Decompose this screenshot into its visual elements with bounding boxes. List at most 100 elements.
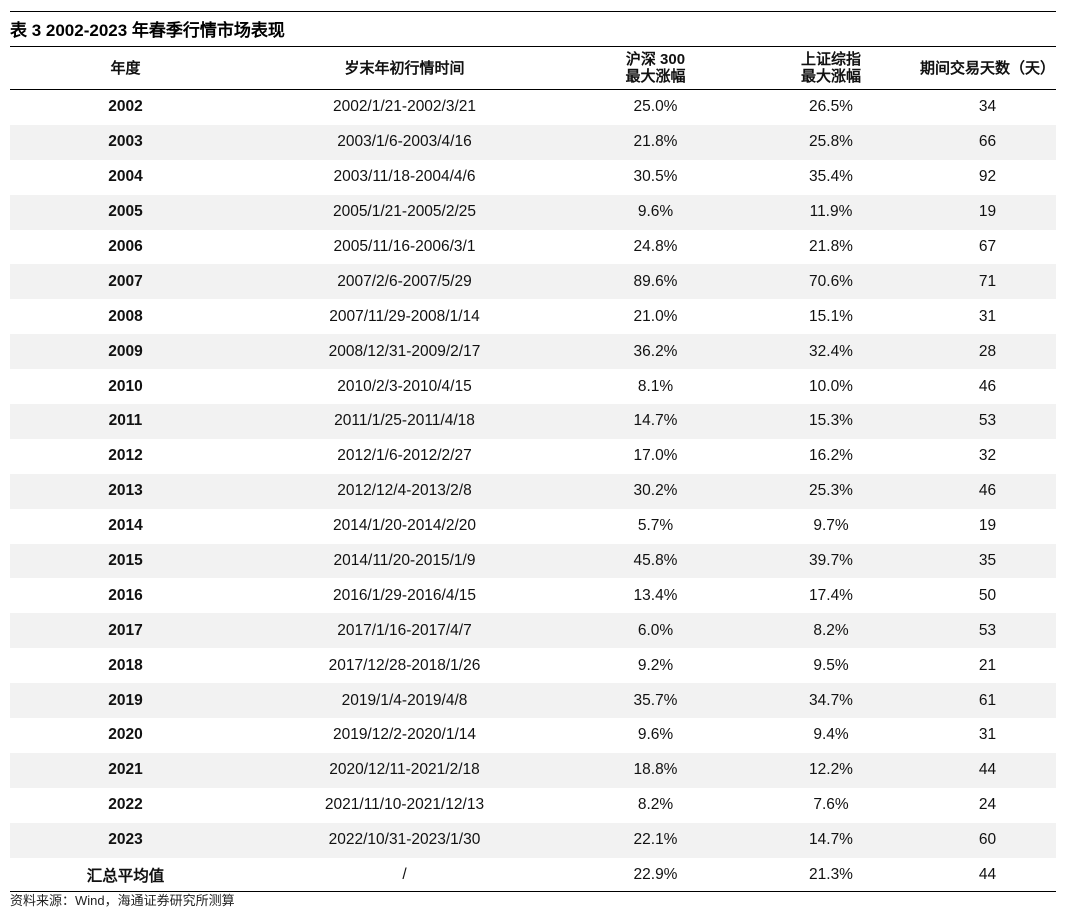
header-days-label: 期间交易天数（天） <box>919 59 1055 77</box>
cell-days: 53 <box>978 412 997 430</box>
table-row: 2019 2019/1/4-2019/4/8 35.7% 34.7% 61 <box>10 683 1056 719</box>
cell-days: 46 <box>978 482 997 500</box>
cell-period: 2019/1/4-2019/4/8 <box>341 691 468 709</box>
table-row: 2010 2010/2/3-2010/4/15 8.1% 10.0% 46 <box>10 369 1056 404</box>
cell-hs300: 25.0% <box>633 98 678 116</box>
cell-shanghai: 14.7% <box>809 831 853 849</box>
table-row: 2023 2022/10/31-2023/1/30 22.1% 14.7% 60 <box>10 822 1056 858</box>
header-year: 年度 <box>10 47 241 89</box>
cell-days: 34 <box>978 98 997 116</box>
cell-hs300: 9.6% <box>637 203 674 221</box>
cell-period: 2012/1/6-2012/2/27 <box>337 447 472 465</box>
cell-period: 2014/1/20-2014/2/20 <box>332 517 477 535</box>
cell-hs300: 8.1% <box>637 377 674 395</box>
cell-year: 2007 <box>108 272 143 290</box>
cell-days: 50 <box>978 586 997 604</box>
cell-hs300: 6.0% <box>637 621 674 639</box>
cell-days: 19 <box>978 203 997 221</box>
header-shanghai: 上证综指 最大涨幅 <box>743 47 919 89</box>
cell-shanghai: 34.7% <box>809 691 853 709</box>
cell-hs300: 17.0% <box>633 447 678 465</box>
cell-period: 2007/11/29-2008/1/14 <box>329 307 480 325</box>
cell-hs300: 5.7% <box>637 517 674 535</box>
cell-days: 24 <box>978 796 997 814</box>
cell-year: 2010 <box>108 377 143 395</box>
header-hs300-line1: 沪深 300 <box>625 51 686 68</box>
table-body: 2002 2002/1/21-2002/3/21 25.0% 26.5% 34 2003 2… <box>10 90 1056 892</box>
cell-days: 67 <box>978 238 997 255</box>
cell-hs300: 21.0% <box>633 307 678 325</box>
header-days: 期间交易天数（天） <box>919 47 1056 89</box>
cell-hs300: 35.7% <box>633 691 678 709</box>
cell-days: 71 <box>978 272 997 290</box>
cell-shanghai: 17.4% <box>809 586 853 604</box>
cell-hs300: 24.8% <box>633 238 678 255</box>
table-row: 2003 2003/1/6-2003/4/16 21.8% 25.8% 66 <box>10 124 1056 160</box>
cell-hs300: 18.8% <box>633 761 678 779</box>
cell-hs300: 89.6% <box>633 272 678 290</box>
table-row: 2005 2005/1/21-2005/2/25 9.6% 11.9% 19 <box>10 194 1056 230</box>
cell-days: 61 <box>978 691 997 709</box>
cell-period: 2007/2/6-2007/5/29 <box>337 272 472 290</box>
cell-year: 2009 <box>108 342 143 360</box>
cell-period: 2020/12/11-2021/2/18 <box>329 761 480 779</box>
cell-year: 2022 <box>108 796 143 814</box>
cell-days: 31 <box>978 307 997 325</box>
table-row-summary: 汇总平均值 / 22.9% 21.3% 44 <box>10 858 1056 893</box>
cell-hs300: 9.2% <box>637 656 674 674</box>
cell-shanghai: 16.2% <box>809 447 853 465</box>
table-row: 2014 2014/1/20-2014/2/20 5.7% 9.7% 19 <box>10 509 1056 544</box>
table-row: 2021 2020/12/11-2021/2/18 18.8% 12.2% 44 <box>10 752 1056 788</box>
header-shanghai-line2: 最大涨幅 <box>800 68 861 85</box>
table-row: 2016 2016/1/29-2016/4/15 13.4% 17.4% 50 <box>10 578 1056 613</box>
cell-shanghai: 26.5% <box>809 98 853 116</box>
table-row: 2009 2008/12/31-2009/2/17 36.2% 32.4% 28 <box>10 334 1056 370</box>
cell-period: 2022/10/31-2023/1/30 <box>328 831 481 849</box>
cell-shanghai: 25.3% <box>809 482 853 500</box>
cell-shanghai: 12.2% <box>809 761 853 779</box>
table-row: 2002 2002/1/21-2002/3/21 25.0% 26.5% 34 <box>10 90 1056 125</box>
cell-year: 2016 <box>108 586 143 604</box>
table-top-rule <box>10 11 1056 12</box>
cell-shanghai: 15.3% <box>809 412 853 430</box>
table-bottom-rule <box>10 891 1056 892</box>
cell-shanghai: 21.8% <box>809 238 853 255</box>
cell-period: 2021/11/10-2021/12/13 <box>324 796 485 814</box>
cell-days: 19 <box>978 517 997 535</box>
cell-hs300: 21.8% <box>633 133 678 151</box>
cell-year: 2020 <box>108 726 143 744</box>
table-row: 2022 2021/11/10-2021/12/13 8.2% 7.6% 24 <box>10 788 1056 823</box>
header-year-label: 年度 <box>110 59 141 77</box>
cell-year: 2008 <box>108 307 143 325</box>
cell-period: 2002/1/21-2002/3/21 <box>332 98 477 116</box>
cell-year: 2011 <box>108 412 143 430</box>
table-row: 2012 2012/1/6-2012/2/27 17.0% 16.2% 32 <box>10 439 1056 474</box>
cell-year: 2005 <box>108 203 143 221</box>
table-row: 2011 2011/1/25-2011/4/18 14.7% 15.3% 53 <box>10 404 1056 439</box>
cell-shanghai: 35.4% <box>809 168 853 186</box>
cell-period: 2011/1/25-2011/4/18 <box>334 412 475 430</box>
header-shanghai-line1: 上证综指 <box>800 51 861 68</box>
table-row: 2006 2005/11/16-2006/3/1 24.8% 21.8% 67 <box>10 230 1056 265</box>
header-top-rule <box>10 46 1056 47</box>
cell-summary-label: 汇总平均值 <box>86 868 165 886</box>
cell-days: 53 <box>978 621 997 639</box>
cell-summary-period: / <box>402 866 407 884</box>
cell-shanghai: 9.7% <box>813 517 849 535</box>
header-period: 岁末年初行情时间 <box>241 47 568 89</box>
cell-period: 2008/12/31-2009/2/17 <box>328 342 481 360</box>
table-row: 2017 2017/1/16-2017/4/7 6.0% 8.2% 53 <box>10 613 1056 649</box>
cell-hs300: 9.6% <box>637 726 674 744</box>
header-hs300: 沪深 300 最大涨幅 <box>568 47 743 89</box>
cell-shanghai: 9.4% <box>813 726 849 744</box>
cell-period: 2003/1/6-2003/4/16 <box>337 133 472 151</box>
cell-summary-hs300: 22.9% <box>633 866 678 884</box>
cell-shanghai: 39.7% <box>809 552 853 570</box>
header-hs300-line2: 最大涨幅 <box>625 68 686 85</box>
cell-period: 2016/1/29-2016/4/15 <box>332 586 477 604</box>
cell-days: 44 <box>978 761 997 779</box>
table-row: 2007 2007/2/6-2007/5/29 89.6% 70.6% 71 <box>10 264 1056 300</box>
cell-period: 2005/11/16-2006/3/1 <box>333 238 476 255</box>
cell-summary-days: 44 <box>978 866 997 884</box>
cell-period: 2019/12/2-2020/1/14 <box>332 726 477 744</box>
